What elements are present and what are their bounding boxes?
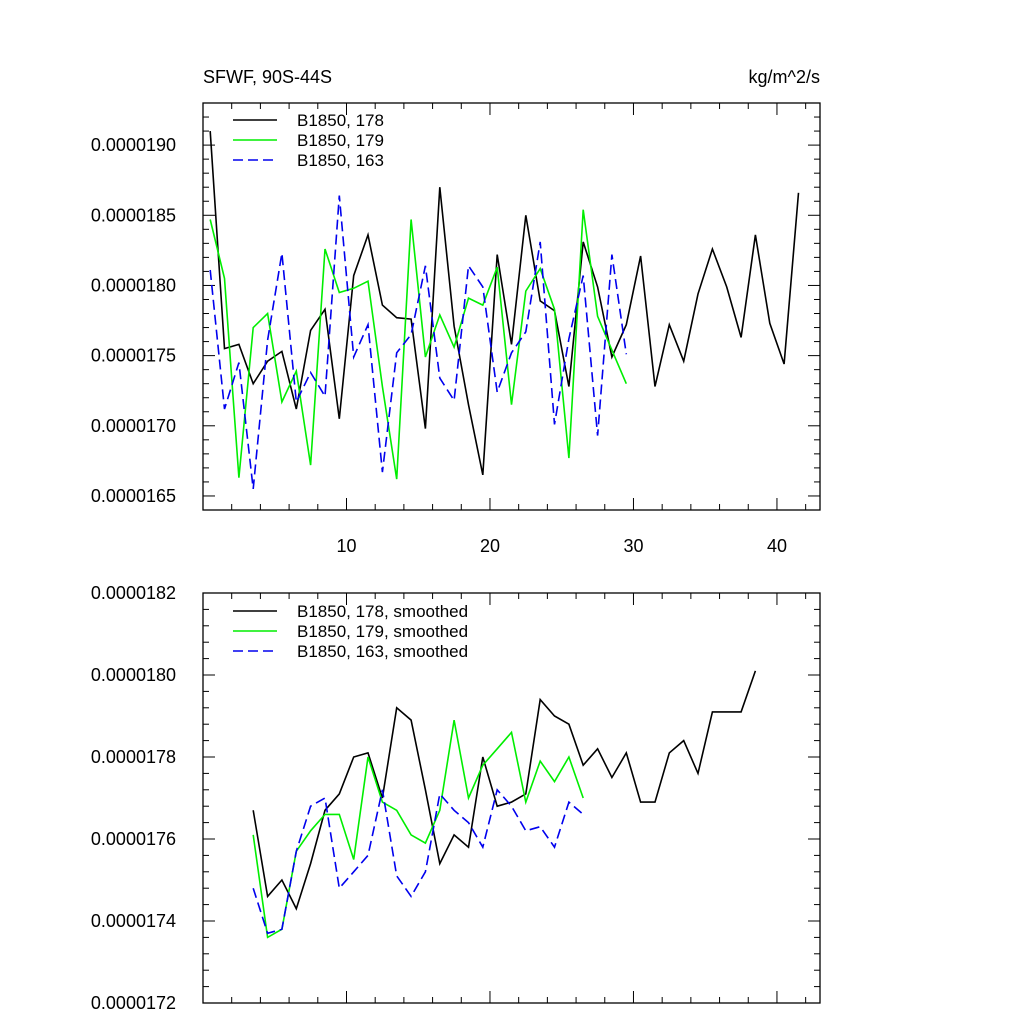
panel1-legend-label-2: B1850, 179 [297, 131, 384, 150]
panel2-legend-label-1: B1850, 178, smoothed [297, 602, 468, 621]
panel1-xtick-label: 40 [767, 536, 787, 556]
panel1-xtick-label: 30 [623, 536, 643, 556]
panel2-series-line-2 [252, 719, 584, 939]
panel1-ytick-label: 0.0000180 [91, 275, 176, 295]
panel2-ytick-label: 0.0000176 [91, 829, 176, 849]
panel1-ytick-label: 0.0000185 [91, 205, 176, 225]
panel1-ytick-label: 0.0000165 [91, 486, 176, 506]
panel2-series-line-1 [252, 670, 757, 911]
panel2-plot: 0.0000172 0.0000174 0.0000176 0.0000178 0.00… [91, 583, 821, 1013]
panel2-ytick-label: 0.0000174 [91, 911, 176, 931]
panel2-ytick-label: 0.0000182 [91, 583, 176, 603]
panel2-ytick-label: 0.0000178 [91, 747, 176, 767]
panel1-series-line-1 [209, 131, 800, 476]
panel1-xtick-label: 20 [480, 536, 500, 556]
panel1-series-line-3 [209, 195, 628, 489]
panel2-series-line-3 [252, 788, 584, 935]
panel1-ytick-label: 0.0000190 [91, 135, 176, 155]
panel1-title: SFWF, 90S-44S [203, 67, 332, 87]
panel1-ytick-label: 0.0000170 [91, 416, 176, 436]
panel1-units: kg/m^2/s [749, 67, 820, 87]
panel1-legend-label-3: B1850, 163 [297, 151, 384, 170]
panel1-frame [202, 102, 821, 511]
panel1-xtick-label: 10 [336, 536, 356, 556]
panel2-ytick-label: 0.0000180 [91, 665, 176, 685]
panel2-ytick-label: 0.0000172 [91, 993, 176, 1013]
panel2-legend-label-3: B1850, 163, smoothed [297, 642, 468, 661]
panel1-ytick-label: 0.0000175 [91, 346, 176, 366]
panel2-frame [202, 592, 821, 1004]
panel1-legend-label-1: B1850, 178 [297, 111, 384, 130]
panel2-legend-label-2: B1850, 179, smoothed [297, 622, 468, 641]
panel1-plot: 10 20 30 40 0.0000165 0.0000170 0.0000175 0.000… [91, 102, 821, 556]
panel1-series-line-2 [209, 209, 628, 480]
